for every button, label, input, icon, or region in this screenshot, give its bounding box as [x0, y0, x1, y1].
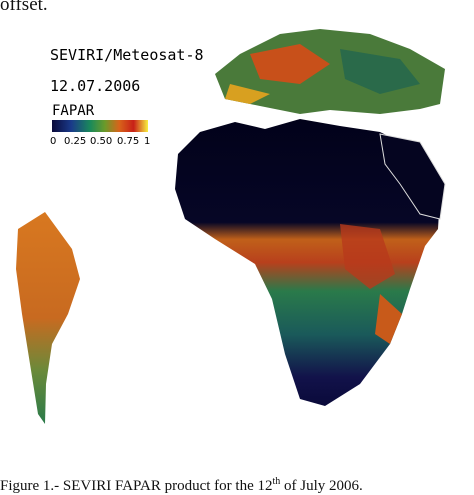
colorbar — [52, 120, 148, 132]
body-text: offset. — [0, 0, 48, 15]
satellite-label: SEVIRI/Meteosat-8 — [50, 46, 204, 64]
colorbar-title: FAPAR — [52, 103, 95, 119]
colorbar-tick: 0.50 — [90, 136, 113, 147]
fapar-map — [16, 29, 446, 424]
caption-text: Figure 1.- SEVIRI FAPAR product for the … — [0, 478, 273, 494]
figure-caption: Figure 1.- SEVIRI FAPAR product for the … — [0, 476, 363, 495]
colorbar-tick: 0.25 — [64, 136, 87, 147]
caption-superscript: th — [272, 476, 281, 487]
europe — [215, 29, 445, 114]
colorbar-tick: 0 — [50, 136, 57, 147]
caption-text: of July 2006. — [284, 478, 363, 494]
africa — [175, 119, 446, 406]
south-america — [16, 212, 80, 424]
colorbar-tick: 1 — [144, 136, 151, 147]
date-label: 12.07.2006 — [50, 77, 141, 95]
colorbar-tick: 0.75 — [117, 136, 140, 147]
